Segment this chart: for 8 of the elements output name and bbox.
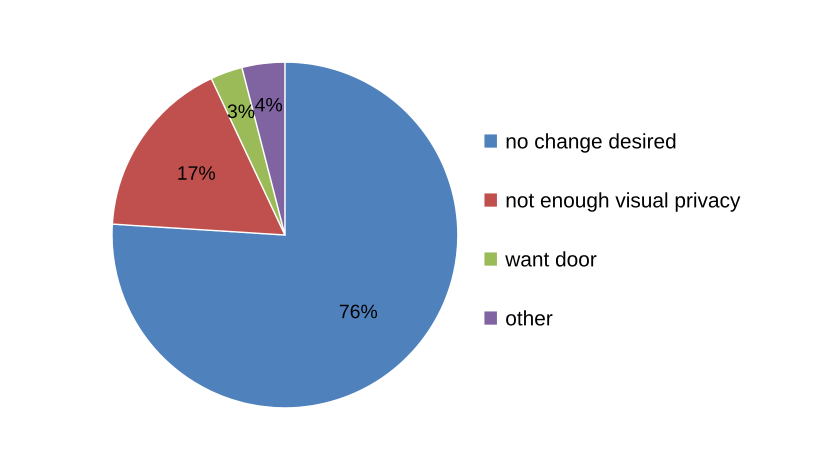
legend-label: want door <box>505 251 596 267</box>
pie-slice <box>111 61 459 409</box>
legend-label: not enough visual privacy <box>506 192 740 212</box>
legend-label: no change desired <box>506 133 676 153</box>
data-label: 4% <box>255 98 282 112</box>
legend-label: other <box>506 310 552 326</box>
data-label: 76% <box>340 304 378 318</box>
data-label: 17% <box>178 166 216 180</box>
